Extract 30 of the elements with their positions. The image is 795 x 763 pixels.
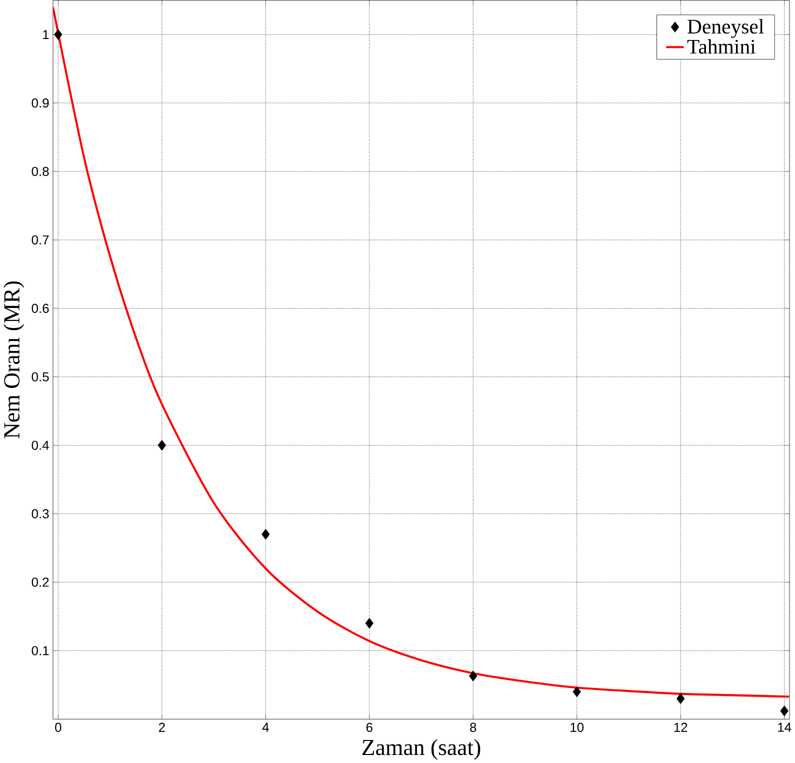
point xyxy=(54,29,62,40)
y-tick-label: 0.1 xyxy=(32,646,49,656)
x-tick-label: 4 xyxy=(262,722,269,732)
y-tick-label: 0.9 xyxy=(32,98,49,108)
point xyxy=(365,618,374,629)
point xyxy=(572,686,581,698)
y-tick-label: 0.8 xyxy=(32,166,49,176)
y-tick-label: 0.7 xyxy=(32,235,49,244)
y-tick-label: 1 xyxy=(43,30,49,39)
x-axis-title: Zaman (saat) xyxy=(362,738,480,760)
legend-label: Tahmini xyxy=(687,39,756,54)
point xyxy=(780,705,788,716)
y-tick-label: 0.3 xyxy=(32,509,49,518)
y-tick-label: 0.6 xyxy=(32,304,49,313)
point xyxy=(676,693,685,704)
y-tick-label: 0.4 xyxy=(32,440,49,450)
point xyxy=(262,528,270,540)
point xyxy=(469,670,478,682)
y-axis-title: Nem Oranı (MR) xyxy=(3,281,24,438)
y-tick-label: 0.5 xyxy=(32,372,49,382)
y-tick-label: 0.2 xyxy=(32,578,49,587)
x-tick-label: 2 xyxy=(158,722,165,732)
legend-label: Deneysel xyxy=(688,18,764,38)
x-tick-label: 10 xyxy=(570,722,584,732)
x-tick-label: 8 xyxy=(470,722,476,732)
x-tick-label: 0 xyxy=(55,722,62,732)
x-tick-label: 12 xyxy=(674,722,688,732)
x-tick-label: 6 xyxy=(366,722,372,732)
x-tick-label: 14 xyxy=(778,722,792,732)
point xyxy=(158,440,166,451)
